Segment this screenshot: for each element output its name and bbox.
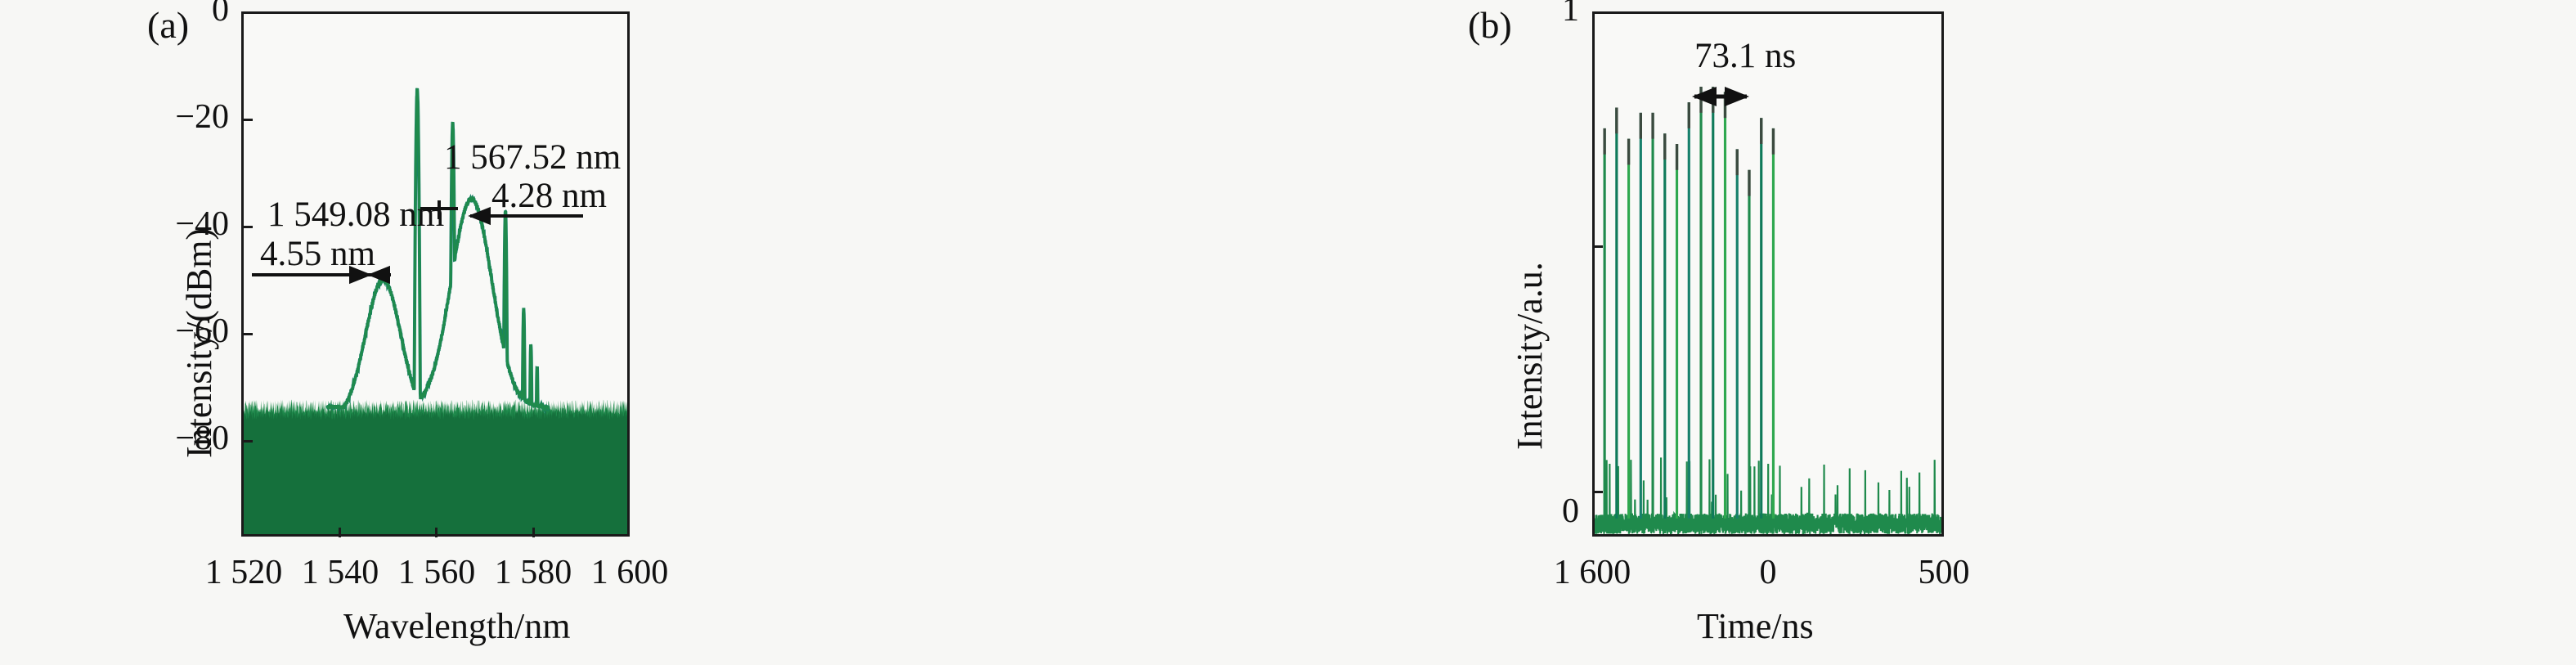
panel-a-xtick-label-0: 1 520 xyxy=(204,554,283,591)
panel-a-annotation-peak2-bandwidth: 4.28 nm xyxy=(491,177,607,215)
panel-b-xtick-label-1: 0 xyxy=(1759,554,1777,591)
panel-b-ytick-0: 0 xyxy=(1562,492,1579,530)
panel-a-label: (a) xyxy=(147,4,190,46)
panel-b-xtick-label-2: 500 xyxy=(1918,554,1970,591)
spectrum-trace xyxy=(325,88,550,415)
panel-b-ytick-mid xyxy=(1592,245,1603,248)
panel-b-pulse-train-svg xyxy=(1595,87,1941,534)
panel-b-xtick-label-0: 1 600 xyxy=(1553,554,1631,591)
panel-b-ytick-zero-mark xyxy=(1592,491,1603,493)
panel-a: (a) Intensity/(dBm) 0 −20 −40 −60 −80 xyxy=(147,0,669,646)
panel-a-xtick-1580 xyxy=(532,528,535,537)
panel-b-plot-area xyxy=(1592,11,1944,537)
panel-a-tick-80 xyxy=(241,440,253,443)
panel-a-x-axis-title: Wavelength/nm xyxy=(343,606,571,646)
panel-a-annotation-peak1-wavelength: 1 549.08 nm xyxy=(267,195,445,234)
panel-a-tick-20 xyxy=(241,119,253,121)
panel-a-ytick-2: −40 xyxy=(175,205,229,243)
panel-b-x-axis-title: Time/ns xyxy=(1697,606,1814,646)
panel-a-annotation-peak1-bandwidth: 4.55 nm xyxy=(260,235,375,273)
panel-a-ytick-3: −60 xyxy=(175,312,229,350)
panel-b-label: (b) xyxy=(1468,4,1512,46)
spectrum-noise-floor xyxy=(244,399,627,534)
panel-b-annotation-pulse-interval: 73.1 ns xyxy=(1694,37,1797,75)
panel-b: (b) Intensity/a.u. 1 0 73.1 ns 1 600 xyxy=(1288,0,2576,665)
panel-a-tick-40 xyxy=(241,226,253,228)
panel-a-xtick-label-4: 1 600 xyxy=(590,554,669,591)
panel-a-xtick-label-1: 1 540 xyxy=(301,554,379,591)
panel-a-xtick-1540 xyxy=(339,528,341,537)
panel-a-plot-area xyxy=(241,11,630,537)
panel-a-xtick-1560 xyxy=(435,528,438,537)
pulse-train-trace xyxy=(1595,87,1941,534)
panel-a-tick-60 xyxy=(241,333,253,335)
panel-b-y-axis-title: Intensity/a.u. xyxy=(1510,262,1550,450)
panel-b-ytick-1: 1 xyxy=(1562,0,1579,29)
panel-a-xtick-label-3: 1 580 xyxy=(494,554,572,591)
panel-a-xtick-label-2: 1 560 xyxy=(397,554,476,591)
panel-a-spectrum-svg xyxy=(244,88,627,534)
panel-a-ytick-1: −20 xyxy=(175,98,229,136)
panel-a-ytick-0: 0 xyxy=(212,0,229,29)
panel-a-ytick-4: −80 xyxy=(175,420,229,457)
panel-a-annotation-peak2-wavelength: 1 567.52 nm xyxy=(444,138,622,177)
